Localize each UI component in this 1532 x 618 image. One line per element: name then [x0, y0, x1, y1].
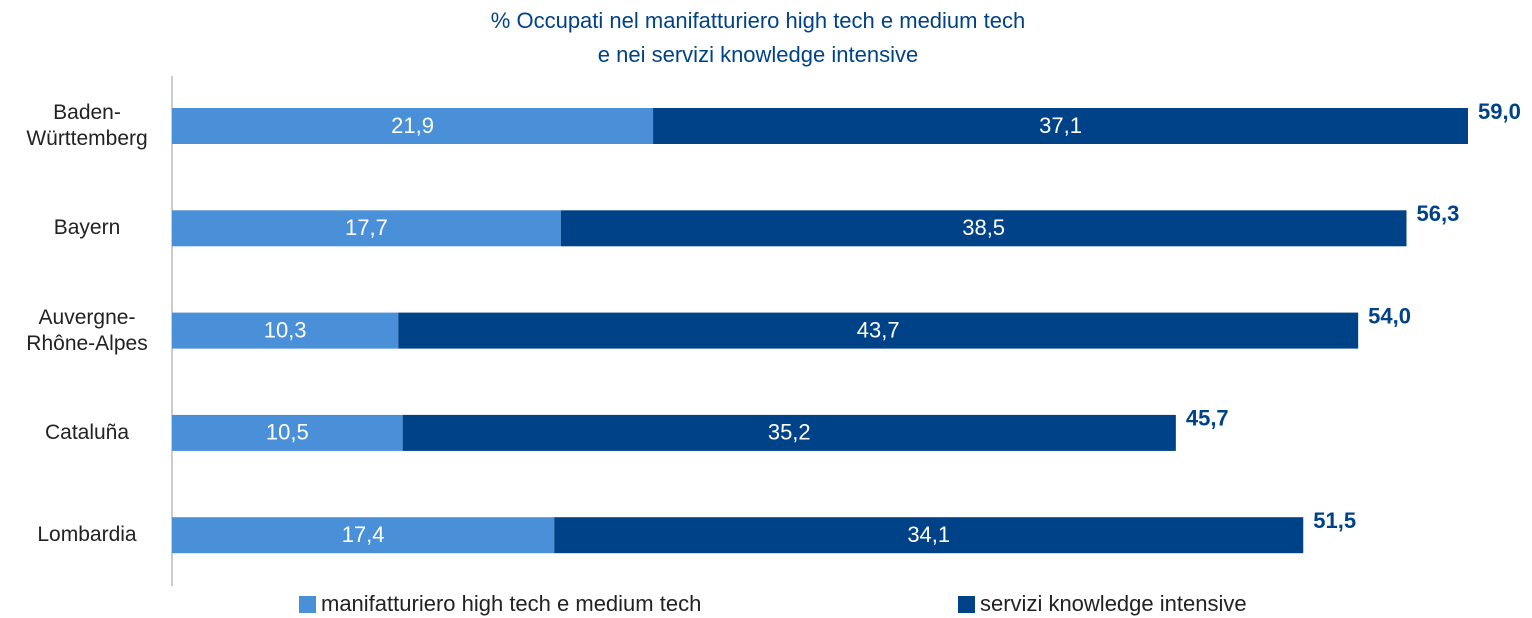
value-label: 37,1 — [1039, 113, 1082, 138]
value-label: 34,1 — [907, 522, 950, 547]
category-label: Bayern — [53, 216, 121, 240]
bar-segment — [172, 517, 555, 554]
value-label: 10,3 — [264, 317, 307, 342]
chart-title: % Occupati nel manifatturiero high tech … — [491, 8, 1025, 33]
category-label: Baden-Württemberg — [26, 101, 148, 150]
bar-segment — [402, 414, 1176, 451]
bar-segment — [554, 517, 1304, 554]
value-label: 43,7 — [857, 317, 900, 342]
value-label: 17,4 — [342, 522, 385, 547]
total-label: 59,0 — [1478, 99, 1521, 124]
total-label: 51,5 — [1313, 508, 1356, 533]
bar-segment — [560, 210, 1407, 247]
chart-title: e nei servizi knowledge intensive — [598, 42, 918, 67]
legend-label: servizi knowledge intensive — [980, 591, 1247, 616]
value-label: 35,2 — [768, 420, 811, 445]
legend-swatch — [958, 596, 975, 613]
total-label: 56,3 — [1416, 201, 1459, 226]
total-label: 54,0 — [1368, 303, 1411, 328]
total-label: 45,7 — [1186, 406, 1229, 431]
bar-segment — [172, 108, 654, 144]
category-label: Auvergne-Rhône-Alpes — [26, 305, 148, 355]
category-label: Cataluña — [44, 420, 130, 444]
category-label: Lombardia — [37, 523, 137, 547]
value-label: 38,5 — [962, 215, 1005, 240]
bar-segment — [172, 210, 561, 247]
value-label: 17,7 — [345, 215, 388, 240]
bar-segment — [398, 312, 1359, 349]
bar-segment — [172, 414, 403, 451]
bar-segment — [172, 312, 399, 349]
legend-label: manifatturiero high tech e medium tech — [321, 591, 701, 616]
legend-swatch — [299, 596, 316, 613]
value-label: 10,5 — [266, 420, 309, 445]
value-label: 21,9 — [391, 113, 434, 138]
bar-segment — [653, 108, 1468, 144]
